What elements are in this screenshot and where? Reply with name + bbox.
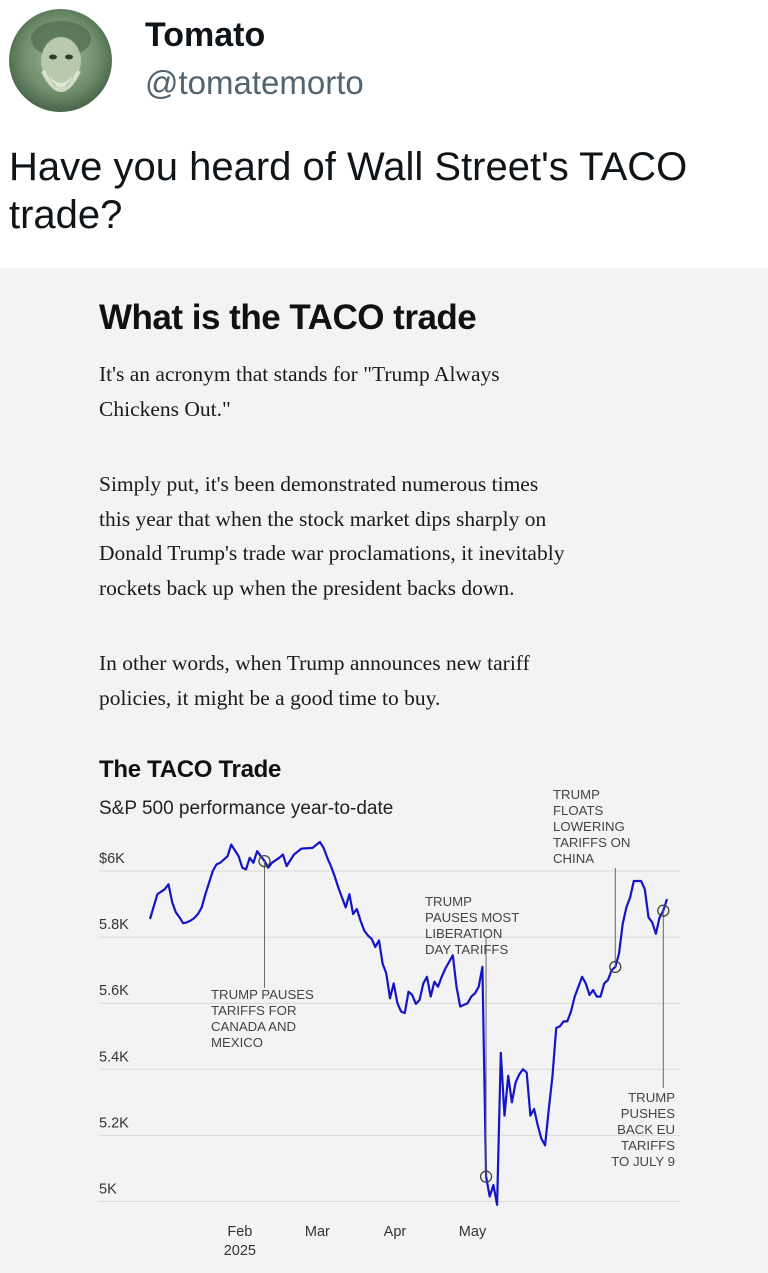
x-tick-label: Feb	[227, 1224, 252, 1240]
annotation-label-line: LIBERATION	[425, 926, 502, 941]
annotation-label-line: TARIFFS FOR	[211, 1003, 296, 1018]
annotation-label-line: CANADA AND	[211, 1019, 296, 1034]
tweet-text-line: Have you heard of Wall Street's TACO	[9, 145, 688, 189]
y-tick-label: 5.2K	[99, 1115, 129, 1131]
annotation-label-line: TRUMP	[628, 1090, 675, 1105]
paragraph-line: rockets back up when the president backs…	[99, 575, 515, 600]
attached-article-image[interactable]: What is the TACO trade It's an acronym t…	[0, 268, 768, 1273]
avatar[interactable]	[9, 9, 112, 112]
user-handle[interactable]: @tomatemorto	[145, 64, 364, 101]
sp500-line-chart: $6K 5.8K 5.6K 5.4K 5.2K 5K Feb Mar Apr May 2025 TRU…	[99, 787, 680, 1259]
annotation-marker	[609, 960, 622, 974]
article-paragraph-3: In other words, when Trump announces new…	[99, 646, 689, 715]
paragraph-line: Donald Trump's trade war proclamations, …	[99, 541, 565, 565]
annotation-label-line: BACK EU	[617, 1122, 675, 1137]
x-tick-label: May	[459, 1224, 487, 1240]
article-title: What is the TACO trade	[99, 298, 477, 337]
display-name[interactable]: Tomato	[145, 16, 266, 54]
annotation-marker	[258, 854, 271, 868]
paragraph-line: Simply put, it's been demonstrated numer…	[99, 472, 539, 496]
annotation-label-line: TRUMP PAUSES	[211, 987, 314, 1002]
article-paragraph-1: It's an acronym that stands for "Trump A…	[99, 357, 689, 426]
paragraph-line: this year that when the stock market dip…	[99, 506, 547, 531]
x-tick-label: Apr	[384, 1224, 407, 1240]
paragraph-line: It's an acronym that stands for "Trump A…	[99, 362, 500, 386]
paragraph-line: Chickens Out."	[99, 396, 231, 421]
y-tick-label: 5.6K	[99, 983, 129, 999]
x-tick-label: Mar	[305, 1224, 330, 1240]
paragraph-line: policies, it might be a good time to buy…	[99, 685, 441, 710]
annotation-label-line: PUSHES	[621, 1106, 675, 1121]
y-tick-label: $6K	[99, 851, 125, 867]
tweet-text-line: trade?	[9, 193, 123, 237]
x-tick-sublabel: 2025	[224, 1243, 256, 1259]
article-paragraph-2: Simply put, it's been demonstrated numer…	[99, 467, 689, 605]
sp500-series-line	[148, 840, 669, 1206]
annotation-label-line: PAUSES MOST	[425, 910, 519, 925]
annotation-label-line: TARIFFS ON	[553, 835, 630, 850]
y-tick-label: 5.4K	[99, 1049, 129, 1065]
tweet-text: Have you heard of Wall Street's TACO tra…	[9, 143, 764, 239]
chart-title: The TACO Trade	[99, 756, 282, 783]
annotation-marker	[657, 904, 670, 917]
annotation-label-line: TRUMP	[425, 894, 472, 909]
chart-subtitle: S&P 500 performance year-to-date	[99, 798, 394, 819]
annotation-label-line: CHINA	[553, 851, 594, 866]
annotation-label-line: FLOATS	[553, 803, 604, 818]
avatar-image	[9, 9, 112, 112]
annotation-label-line: TARIFFS	[621, 1138, 675, 1153]
annotation-label-line: LOWERING	[553, 819, 625, 834]
annotation-label-line: MEXICO	[211, 1035, 263, 1050]
annotation-label-line: DAY TARIFFS	[425, 942, 508, 957]
annotation-label-line: TRUMP	[553, 787, 600, 802]
y-tick-label: 5K	[99, 1181, 117, 1197]
annotation-label-line: TO JULY 9	[611, 1154, 675, 1169]
y-tick-label: 5.8K	[99, 917, 129, 933]
paragraph-line: In other words, when Trump announces new…	[99, 651, 530, 675]
annotation-marker	[479, 1170, 493, 1183]
